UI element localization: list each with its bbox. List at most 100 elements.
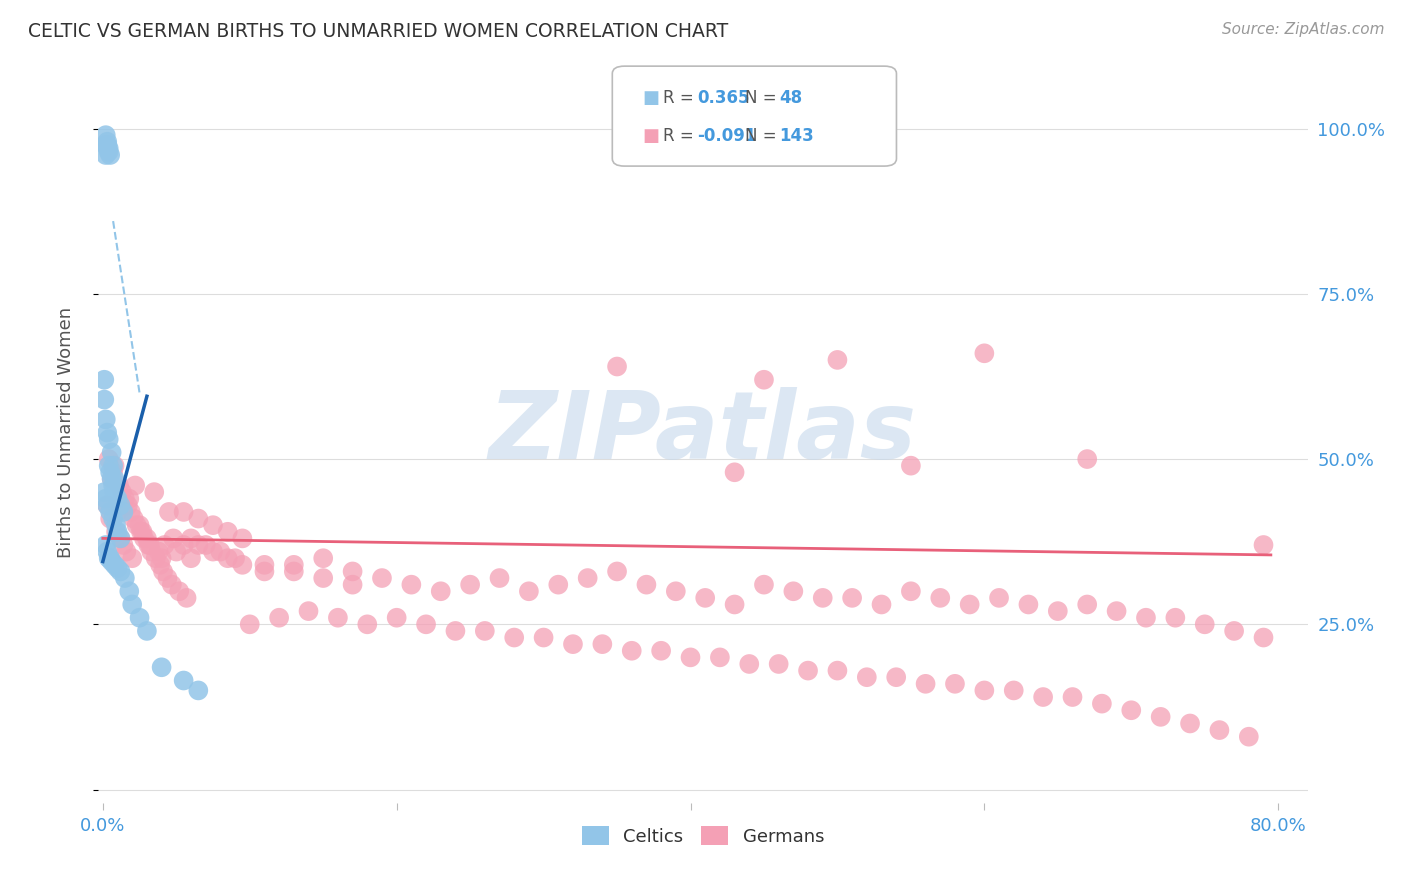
Point (152, 565, 174, 579)
Point (101, 458, 124, 473)
Point (959, 598, 981, 612)
Point (679, 650, 702, 665)
Point (1164, 611, 1187, 625)
Text: N =: N = (745, 89, 782, 107)
Point (943, 677, 966, 691)
Point (620, 644, 643, 658)
Point (124, 478, 146, 492)
Point (811, 591, 834, 605)
Point (576, 571, 599, 585)
Point (103, 472, 125, 486)
Point (162, 532, 184, 546)
Point (488, 571, 510, 585)
Point (342, 565, 364, 579)
Point (1178, 716, 1201, 731)
Point (752, 577, 775, 591)
Point (122, 511, 145, 525)
Point (96, 499, 118, 513)
Point (723, 465, 745, 479)
Point (96, 425, 118, 440)
Point (107, 561, 129, 575)
Point (797, 664, 820, 678)
Point (98, 505, 121, 519)
Point (143, 485, 166, 500)
Point (1046, 604, 1069, 618)
Point (517, 584, 540, 599)
Point (120, 505, 142, 519)
Point (914, 677, 936, 691)
Point (1032, 690, 1054, 704)
Text: CELTIC VS GERMAN BIRTHS TO UNMARRIED WOMEN CORRELATION CHART: CELTIC VS GERMAN BIRTHS TO UNMARRIED WOM… (28, 22, 728, 41)
Point (752, 373, 775, 387)
Legend: Celtics, Germans: Celtics, Germans (575, 819, 831, 853)
Point (231, 558, 253, 572)
Point (100, 555, 122, 569)
Point (101, 478, 124, 492)
Point (283, 565, 305, 579)
Point (269, 611, 291, 625)
Point (107, 491, 129, 506)
Point (1076, 452, 1098, 467)
Point (856, 670, 879, 684)
Point (636, 577, 658, 591)
Point (562, 637, 585, 651)
Point (209, 544, 232, 558)
Point (180, 551, 202, 566)
Point (415, 617, 437, 632)
Point (160, 577, 183, 591)
Point (97, 458, 120, 473)
Point (112, 538, 135, 552)
Point (929, 591, 952, 605)
Point (105, 518, 128, 533)
Point (107, 505, 129, 519)
Point (97, 452, 120, 467)
Point (884, 670, 907, 684)
Point (253, 558, 276, 572)
Point (768, 657, 790, 671)
Point (141, 544, 163, 558)
Point (547, 577, 569, 591)
Point (110, 532, 132, 546)
Point (117, 499, 139, 513)
Point (187, 538, 209, 552)
Point (94, 148, 117, 162)
Text: R =: R = (664, 89, 699, 107)
Point (1237, 730, 1260, 744)
Point (385, 611, 408, 625)
Point (135, 532, 157, 546)
Text: ■: ■ (643, 128, 659, 145)
Point (93, 373, 115, 387)
Point (96, 138, 118, 153)
Point (194, 538, 217, 552)
Point (132, 532, 155, 546)
Point (187, 683, 209, 698)
Point (150, 551, 173, 566)
Point (100, 445, 122, 459)
Point (145, 551, 167, 566)
Text: ■: ■ (643, 89, 659, 107)
Text: 143: 143 (779, 128, 814, 145)
Point (827, 664, 849, 678)
Point (135, 624, 157, 638)
Text: R =: R = (664, 128, 699, 145)
Point (96, 499, 118, 513)
Y-axis label: Births to Unmarried Women: Births to Unmarried Women (56, 307, 75, 558)
Point (103, 485, 125, 500)
Point (1105, 604, 1128, 618)
Text: Source: ZipAtlas.com: Source: ZipAtlas.com (1222, 22, 1385, 37)
Point (94, 128, 117, 143)
Point (187, 511, 209, 525)
Point (900, 584, 922, 599)
Point (125, 518, 148, 533)
Point (139, 538, 162, 552)
Point (114, 491, 136, 506)
Point (827, 352, 849, 367)
Point (356, 617, 378, 632)
Point (121, 598, 143, 612)
Point (138, 538, 160, 552)
Point (1223, 624, 1246, 638)
Point (115, 544, 138, 558)
Point (606, 565, 628, 579)
Point (533, 631, 555, 645)
Point (94, 538, 117, 552)
